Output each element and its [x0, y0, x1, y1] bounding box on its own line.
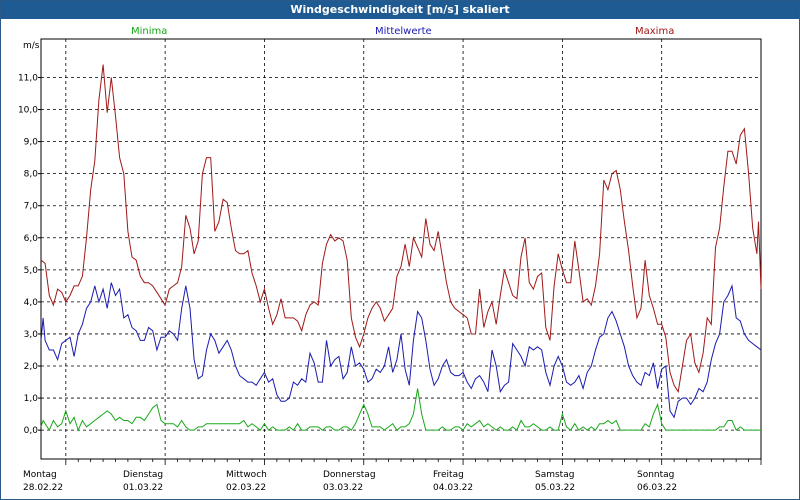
day-name: Montag [23, 470, 57, 480]
day-name: Sonntag [637, 470, 675, 480]
day-name: Samstag [535, 470, 575, 480]
day-label-2: Mittwoch 02.03.22 [226, 469, 267, 495]
y-tick-label: 2,0 [24, 362, 39, 372]
y-tick-label: 5,0 [24, 266, 39, 276]
day-label-4: Freitag 04.03.22 [433, 469, 473, 495]
day-name: Freitag [433, 470, 464, 480]
y-tick-label: 1,0 [24, 394, 39, 404]
day-date: 02.03.22 [226, 483, 267, 493]
series-line-minima [40, 388, 761, 432]
series-line-maxima [40, 64, 762, 394]
y-tick-label: 8,0 [24, 170, 39, 180]
day-date: 05.03.22 [535, 483, 576, 493]
y-tick-label: 3,0 [24, 330, 39, 340]
legend-maxima: Maxima [635, 26, 675, 37]
day-name: Dienstag [123, 470, 164, 480]
day-date: 06.03.22 [637, 483, 678, 493]
day-label-6: Sonntag 06.03.22 [637, 469, 677, 495]
chart-title: Windgeschwindigkeit [m/s] skaliert [1, 1, 799, 19]
day-name: Mittwoch [226, 470, 267, 480]
day-label-5: Samstag 05.03.22 [535, 469, 575, 495]
y-tick-label: 0,0 [24, 426, 39, 436]
y-tick-label: 6,0 [24, 234, 39, 244]
series-line-mittelwerte [40, 282, 762, 419]
y-tick-label: 9,0 [24, 138, 39, 148]
day-label-1: Dienstag 01.03.22 [123, 469, 163, 495]
day-date: 28.02.22 [23, 483, 64, 493]
day-name: Donnerstag [323, 470, 376, 480]
y-tick-label: 7,0 [24, 202, 39, 212]
day-label-0: Montag 28.02.22 [23, 469, 63, 495]
y-tick-label: 4,0 [24, 298, 39, 308]
legend-mittelwerte: Mittelwerte [375, 26, 432, 37]
legend-minima: Minima [131, 26, 168, 37]
y-tick-label: 11,0 [18, 73, 38, 83]
plot-border [40, 38, 762, 460]
day-date: 04.03.22 [433, 483, 474, 493]
day-date: 03.03.22 [323, 483, 364, 493]
day-label-3: Donnerstag 03.03.22 [323, 469, 376, 495]
y-tick-label: 10,0 [18, 106, 38, 116]
day-date: 01.03.22 [123, 483, 164, 493]
y-axis-unit: m/s [23, 41, 40, 51]
